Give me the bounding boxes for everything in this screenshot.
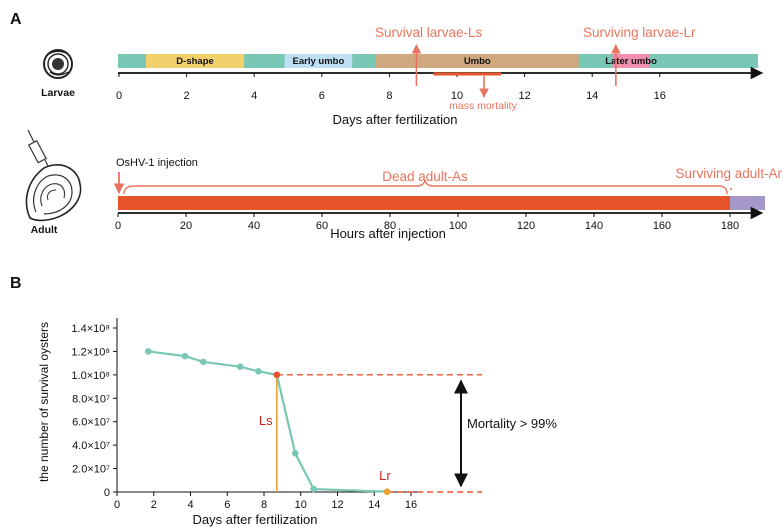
survival-data-point <box>181 352 189 360</box>
survival-data-point <box>236 363 244 370</box>
dead-adult-bar <box>118 196 730 210</box>
adult-axis-ticks: 0 20 40 60 80 100 120 140 160 180 <box>115 213 739 232</box>
survival-data-point <box>273 371 281 379</box>
larvae-axis-label: Days after fertilization <box>333 112 458 127</box>
mortality-label: Mortality > 99% <box>467 416 557 431</box>
chart-y-axis-label: the number of survival oysters <box>37 322 51 482</box>
dead-adult-brace <box>123 179 728 195</box>
larvae-tick-label: 0 <box>116 90 122 102</box>
chart-y-tick-label: 4.0×10⁷ <box>72 440 110 452</box>
stage-label: Umbo <box>464 56 491 67</box>
adult-tick-label: 160 <box>653 220 671 232</box>
oyster-icon <box>25 164 82 222</box>
chart-x-tick-label: 10 <box>295 499 307 511</box>
surviving-adult-bar <box>730 196 765 210</box>
stage-label: Later umbo <box>605 56 657 67</box>
chart-x-tick-label: 0 <box>114 499 120 511</box>
adult-tick-label: 20 <box>180 220 192 232</box>
chart-y-tick-label: 1.4×10⁸ <box>71 323 110 335</box>
survival-data-point <box>144 348 152 355</box>
larvae-tick-label: 10 <box>451 90 463 102</box>
stage-segment <box>612 54 650 68</box>
survival-data-point <box>255 368 262 375</box>
chart-x-tick-label: 16 <box>405 499 417 511</box>
adult-tick-label: 140 <box>585 220 603 232</box>
chart-y-tick-label: 1.0×10⁸ <box>71 370 110 382</box>
adult-tick-label: 0 <box>115 220 121 232</box>
adult-tick-label: 40 <box>248 220 260 232</box>
adult-tick-label: 180 <box>721 220 739 232</box>
larvae-tick-label: 16 <box>654 90 666 102</box>
chart-x-tick-label: 14 <box>368 499 380 511</box>
larvae-tick-label: 2 <box>184 90 190 102</box>
syringe-icon <box>27 129 51 171</box>
lr-label: Lr <box>379 468 391 483</box>
chart-y-ticks: 0 2.0×10⁷ 4.0×10⁷ 6.0×10⁷ 8.0×10⁷ 1.0×10⁸ 1.2×… <box>71 323 117 499</box>
chart-y-tick-label: 8.0×10⁷ <box>72 393 110 405</box>
dead-adult-label: Dead adult-As <box>382 169 468 184</box>
larvae-tick-label: 6 <box>319 90 325 102</box>
adult-axis-label: Hours after injection <box>330 226 446 241</box>
stage-label: D-shape <box>176 56 213 67</box>
adult-tick-label: 100 <box>449 220 467 232</box>
larvae-stage-segments: D-shape Early umbo Umbo Later umbo <box>146 54 657 68</box>
chart-x-ticks: 0 2 4 6 8 10 12 14 16 <box>114 492 417 511</box>
larvae-tick-label: 4 <box>251 90 257 102</box>
chart-x-tick-label: 12 <box>331 499 343 511</box>
chart-y-tick-label: 0 <box>104 487 110 499</box>
stage-segment <box>146 54 245 68</box>
adult-tick-label: 60 <box>316 220 328 232</box>
survival-larvae-label: Survival larvae-Ls <box>375 25 483 40</box>
chart-y-tick-label: 6.0×10⁷ <box>72 417 110 429</box>
ls-label: Ls <box>259 413 273 428</box>
panel-b-label: B <box>10 275 22 292</box>
larvae-tick-label: 12 <box>518 90 530 102</box>
chart-y-tick-label: 2.0×10⁷ <box>72 464 110 476</box>
adult-tick-label: 120 <box>517 220 535 232</box>
injection-label: OsHV-1 injection <box>116 157 198 169</box>
chart-guides <box>276 374 482 493</box>
chart-y-tick-label: 1.2×10⁸ <box>71 346 110 358</box>
chart-x-tick-label: 4 <box>187 499 193 511</box>
survival-data-point <box>310 485 317 493</box>
larvae-label: Larvae <box>41 87 75 99</box>
chart-x-axis-label: Days after fertilization <box>193 512 318 527</box>
larva-icon <box>43 49 73 79</box>
survival-data-point <box>200 358 207 366</box>
chart-x-tick-label: 8 <box>261 499 267 511</box>
survival-data-point <box>383 488 391 495</box>
surviving-adult-label: Surviving adult-Ar <box>675 166 782 181</box>
larvae-tick-label: 14 <box>586 90 598 102</box>
stage-label: Early umbo <box>293 56 345 67</box>
survival-series-points <box>144 348 391 495</box>
adult-tick-label: 80 <box>384 220 396 232</box>
mass-mortality-label: mass mortality <box>449 100 517 112</box>
survival-data-point <box>291 450 299 457</box>
chart-x-tick-label: 2 <box>151 499 157 511</box>
panel-a-label: A <box>10 11 22 28</box>
chart-x-tick-label: 6 <box>224 499 230 511</box>
stage-segment <box>375 54 579 68</box>
larvae-tick-label: 8 <box>386 90 392 102</box>
survival-chart: 0 2 4 6 8 10 12 14 16 0 2.0×10⁷ 4.0×10⁷ 6.0×10⁷ 8.0×… <box>37 318 557 527</box>
stage-segment <box>284 54 353 68</box>
surviving-larvae-label: Surviving larvae-Lr <box>583 25 696 40</box>
adult-label: Adult <box>31 224 58 236</box>
larvae-axis-ticks: 0 2 4 6 8 10 12 14 16 <box>116 73 666 102</box>
